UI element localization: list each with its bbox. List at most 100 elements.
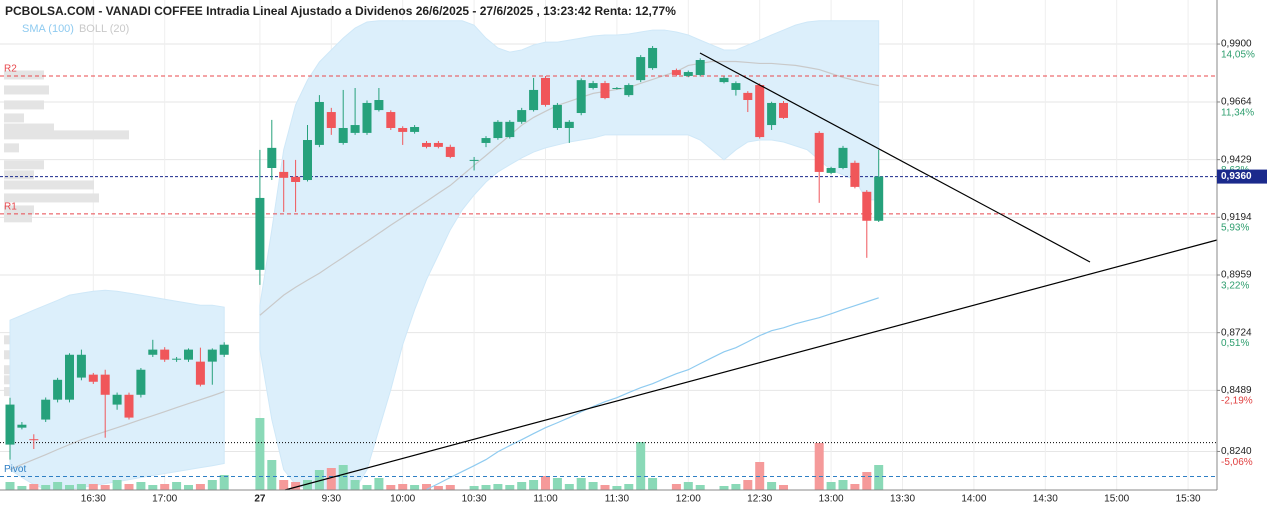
candle-body	[88, 374, 98, 382]
profile-bar	[4, 180, 94, 190]
volume-bar	[648, 478, 658, 490]
candle-body	[65, 354, 74, 400]
candle-body	[422, 142, 431, 147]
profile-bar	[4, 113, 24, 123]
candle-body	[838, 147, 848, 168]
candle-body	[636, 57, 646, 81]
volume-bar	[195, 484, 205, 490]
volume-bar	[433, 486, 443, 490]
candle-body	[338, 127, 348, 143]
y-tick-label: 0,9194	[1221, 212, 1252, 223]
candles	[5, 46, 884, 460]
x-tick-label: 14:30	[1033, 494, 1058, 505]
candle-body	[255, 197, 265, 270]
volume-bar	[564, 484, 574, 490]
volume-bar	[767, 482, 777, 490]
x-tick-label: 11:00	[533, 494, 558, 505]
volume-bar	[41, 485, 51, 490]
volume-bar	[255, 418, 265, 490]
volume-bar	[350, 480, 360, 490]
volume-bar	[291, 482, 301, 490]
volume-bar	[481, 485, 491, 490]
profile-bar	[4, 130, 129, 140]
volume-bar	[862, 472, 872, 490]
volume-bar	[755, 462, 765, 490]
profile-bar	[4, 160, 44, 170]
volume-bar	[529, 480, 539, 490]
volume-bar	[5, 482, 15, 490]
candle-body	[862, 191, 872, 221]
candle-body	[326, 112, 336, 128]
candle-body	[195, 361, 205, 385]
profile-bar	[4, 85, 49, 95]
candle-body	[279, 171, 289, 178]
volume-bar	[386, 485, 396, 490]
y2-tick-label: 3,22%	[1221, 280, 1249, 291]
levels: R2 R1 Pivot	[0, 64, 1217, 478]
candle-body	[184, 349, 193, 360]
volume-bar	[374, 478, 384, 490]
candle-body	[100, 374, 110, 395]
profile-bar	[4, 123, 54, 133]
x-tick-label: 15:30	[1176, 494, 1201, 505]
band-middle	[9, 391, 225, 471]
profile-bar	[4, 205, 34, 215]
volume-bar	[184, 485, 193, 490]
candle-body	[267, 147, 277, 168]
volume-bar	[136, 482, 146, 490]
indicator-lines	[9, 60, 879, 491]
volume-bar	[172, 482, 182, 490]
x-tick-label: 13:30	[890, 494, 915, 505]
candle-body	[207, 349, 217, 362]
candle-body	[850, 162, 860, 187]
profile-bar	[4, 100, 44, 110]
candle-body	[564, 121, 574, 128]
x-tick-label: 13:00	[819, 494, 844, 505]
candle-body	[600, 83, 610, 99]
volume-bar	[517, 482, 527, 490]
volume-bar	[826, 482, 836, 490]
volume-bar	[445, 485, 455, 490]
x-tick-label: 17:00	[152, 494, 177, 505]
candle-body	[29, 439, 39, 441]
y-tick-label: 0,9900	[1221, 39, 1252, 50]
volume-bar	[112, 480, 122, 490]
candle-body	[767, 102, 777, 126]
candle-body	[172, 358, 182, 360]
y2-tick-label: 11,34%	[1221, 107, 1254, 118]
candle-body	[398, 127, 408, 132]
candle-body	[41, 399, 51, 420]
candle-body	[314, 101, 324, 145]
trend-line	[284, 239, 1218, 491]
volume-bar	[850, 484, 860, 490]
candle-body	[362, 102, 372, 133]
volume-bar	[17, 486, 27, 490]
level-label: R2	[4, 64, 17, 75]
profile-bar	[4, 143, 19, 153]
volume-bar	[612, 486, 622, 490]
volume-bar	[505, 485, 515, 490]
candle-body	[624, 85, 634, 96]
candle-body	[17, 424, 27, 428]
candle-body	[433, 142, 443, 147]
candle-body	[136, 369, 146, 395]
volume-bar	[124, 484, 134, 490]
candle-body	[552, 104, 562, 128]
volume-bar	[29, 484, 39, 490]
volume-bar	[731, 484, 741, 490]
x-tick-label: 14:00	[961, 494, 986, 505]
y-tick-label: 0,8489	[1221, 385, 1252, 396]
x-tick-label: 12:00	[676, 494, 701, 505]
y2-tick-label: 14,05%	[1221, 50, 1255, 61]
candle-body	[386, 112, 396, 128]
profile-bar	[4, 70, 44, 80]
candle-body	[576, 80, 586, 114]
axes: 0,9900 0,9664 0,9429 0,9194 0,8959 0,8724 0,84…	[81, 39, 1267, 505]
volume-bar	[362, 485, 372, 490]
volume-bar	[422, 484, 431, 490]
volume-bar	[338, 465, 348, 490]
candle-body	[731, 83, 741, 90]
candle-body	[695, 60, 705, 75]
sma-line	[426, 297, 879, 491]
last-price-label: 0,9360	[1221, 171, 1252, 182]
